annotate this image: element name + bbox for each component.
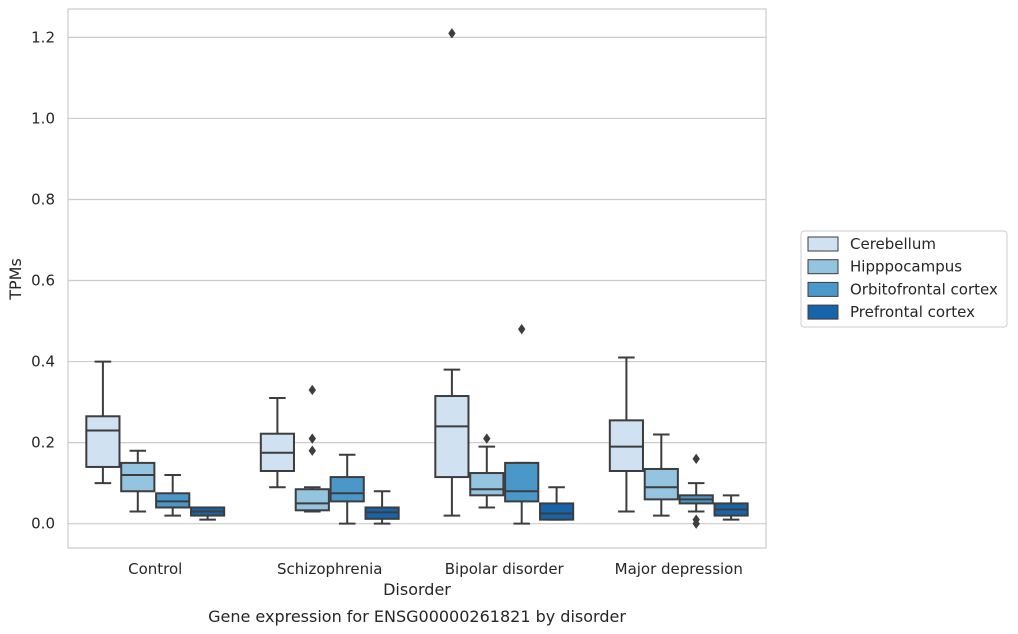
legend-item: Orbitofrontal cortex [807,280,998,298]
y-tick-label: 0.4 [31,353,55,371]
y-tick-labels: 0.0 0.2 0.4 0.6 0.8 1.0 1.2 [31,28,55,532]
box [504,461,540,503]
series-cerebellum [85,28,644,517]
legend-item: Hipppocampus [807,258,962,276]
chart-title: Gene expression for ENSG00000261821 by d… [208,607,626,626]
legend-label: Hipppocampus [850,258,962,276]
y-tick-label: 0.2 [31,434,55,452]
series-prefrontal-cortex [190,486,749,525]
grid-lines [68,36,766,525]
outlier-point [308,433,316,444]
legend-label: Cerebellum [850,235,936,253]
box [643,467,679,501]
box-plot [155,474,191,517]
box-plot [364,490,400,525]
outlier-point [448,28,456,39]
box-plot [190,506,226,521]
box [329,476,365,503]
x-tick-labels: Control Schizophrenia Bipolar disorder Majo… [128,560,743,578]
outlier-point [483,433,491,444]
box [539,502,575,521]
plot-frame [67,8,767,549]
box-plot [259,397,295,489]
box-plots [85,28,749,529]
box-plot [504,323,540,525]
x-tick-label: Bipolar disorder [445,560,565,578]
outlier-point [518,323,526,335]
outlier-point [308,384,316,396]
y-tick-label: 0.6 [31,272,55,290]
x-tick-label: Major depression [615,560,743,578]
legend-item: Cerebellum [807,235,936,253]
box-plot [329,453,365,525]
legend-item: Prefrontal cortex [807,303,975,321]
box-plot [85,360,121,485]
box [608,419,644,472]
box [434,395,470,479]
y-tick-label: 0.8 [31,190,55,208]
box-plot [539,486,575,521]
box-plot [120,449,156,513]
y-tick-label: 0.0 [31,515,55,533]
y-tick-label: 1.0 [31,109,55,127]
box-plot [294,384,330,513]
box [85,415,121,468]
legend-items: Cerebellum Hipppocampus Orbitofrontal cort… [807,235,998,321]
box [294,488,330,512]
x-tick-label: Control [128,560,182,578]
box-plot [469,433,505,509]
box-plot [608,356,644,513]
box [120,461,156,493]
x-axis-label: Disorder [383,580,451,599]
legend: Cerebellum Hipppocampus Orbitofrontal cort… [800,230,1008,328]
outlier-point [692,453,700,465]
legend-swatch [807,236,839,252]
outlier-point [692,518,700,529]
legend-label: Prefrontal cortex [850,303,975,321]
box-plot [713,494,749,521]
box [155,492,191,509]
legend-frame [800,230,1008,328]
x-tick-label: Schizophrenia [277,560,382,578]
series-orbitofrontal-cortex [155,323,714,529]
box-plot [434,28,470,517]
y-tick-label: 1.2 [31,28,55,46]
legend-swatch [807,259,839,275]
y-axis-label: TPMs [6,258,25,301]
box-plot [678,453,714,529]
box [469,472,505,497]
legend-swatch [807,281,839,297]
series-hipppocampus [120,384,679,517]
legend-label: Orbitofrontal cortex [850,280,998,298]
outlier-point [308,445,316,456]
legend-swatch [807,304,839,320]
box-plot [643,433,679,517]
